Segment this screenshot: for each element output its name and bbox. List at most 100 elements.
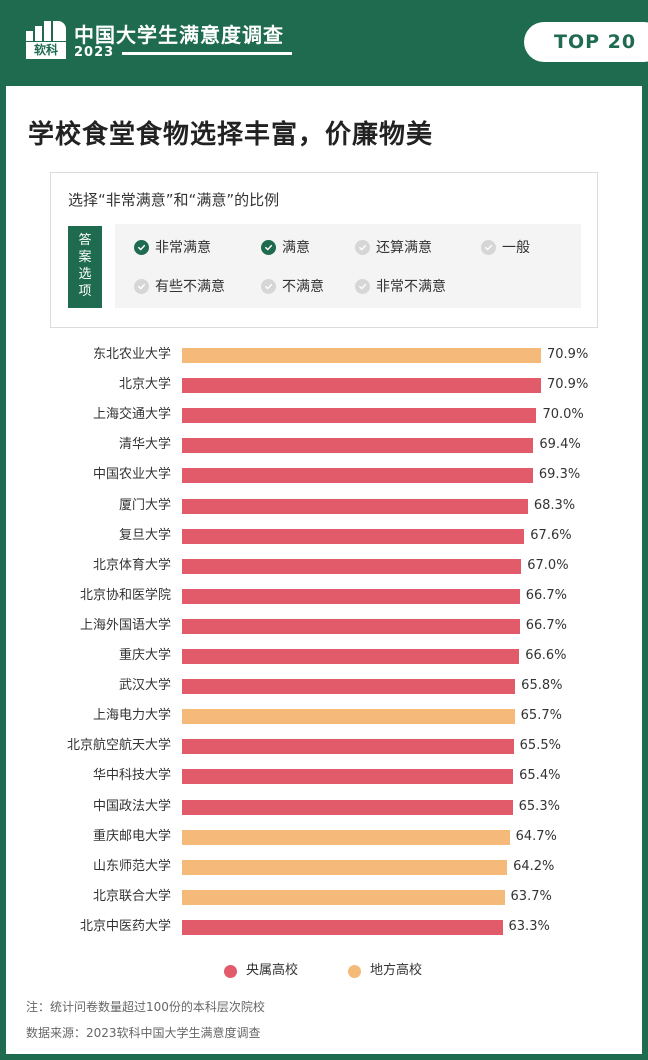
bar-central (182, 498, 528, 514)
value-label: 67.6% (530, 527, 572, 543)
bar-central (182, 618, 520, 634)
survey-year: 2023 (74, 45, 115, 60)
answer-option-label: 有些不满意 (155, 279, 225, 295)
bar-central (182, 528, 525, 544)
bar-row: 上海外国语大学 66.7% (6, 611, 642, 641)
answer-options-tag-label: 答案选项 (78, 233, 92, 299)
answer-option-1[interactable]: 满意 (261, 237, 310, 257)
bar-central (182, 679, 516, 695)
value-label: 70.9% (547, 377, 589, 393)
bar-row: 华中科技大学 65.4% (6, 761, 642, 791)
answer-option-label: 还算满意 (376, 240, 432, 256)
category-label: 重庆大学 (118, 648, 171, 663)
category-label: 北京大学 (118, 377, 171, 393)
check-circle-icon (261, 239, 276, 255)
bar-local (182, 709, 515, 725)
data-source: 数据来源：2023软科中国大学生满意度调查 (26, 1026, 261, 1040)
answer-option-label: 不满意 (282, 279, 324, 295)
bar-row: 武汉大学 65.8% (6, 671, 642, 701)
category-label: 重庆邮电大学 (92, 828, 171, 844)
bar-central (182, 799, 513, 815)
bar-row: 东北农业大学 70.9% (6, 340, 642, 370)
value-label: 64.7% (515, 828, 557, 844)
value-label: 65.8% (521, 678, 563, 694)
bar-row: 上海交通大学 70.0% (6, 400, 642, 430)
footnote: 注：统计问卷数量超过100份的本科层次院校 (26, 1000, 265, 1014)
chart-legend: 央属高校 地方高校 (6, 956, 642, 986)
category-label: 厦门大学 (118, 497, 171, 513)
bar-central (182, 588, 520, 604)
category-label: 清华大学 (118, 437, 171, 453)
bar-row: 北京体育大学 67.0% (6, 551, 642, 581)
check-circle-icon (355, 278, 370, 294)
bar-row: 北京航空航天大学 65.5% (6, 731, 642, 761)
answer-option-6[interactable]: 非常不满意 (355, 276, 446, 296)
bar-row: 北京中医药大学 63.3% (6, 912, 642, 942)
category-label: 武汉大学 (118, 678, 171, 694)
check-circle-icon (481, 239, 496, 255)
bar-central (182, 408, 537, 424)
bar-row: 重庆邮电大学 64.7% (6, 822, 642, 852)
bar-local (182, 829, 510, 845)
bar-row: 清华大学 69.4% (6, 430, 642, 460)
bar-row: 北京协和医学院 66.7% (6, 581, 642, 611)
bar-row: 中国农业大学 69.3% (6, 460, 642, 490)
legend-item-central: 央属高校 (224, 956, 298, 986)
page-title: 学校食堂食物选择丰富，价廉物美 (28, 120, 434, 150)
legend-swatch-local (348, 964, 361, 978)
bar-central (182, 438, 534, 454)
answer-filter-box: 选择“非常满意”和“满意”的比例 答案选项 非常满意 满意 还算满意 一般有些不满意 不… (50, 172, 598, 328)
filter-title: 选择“非常满意”和“满意”的比例 (68, 191, 280, 209)
value-label: 66.7% (525, 617, 568, 633)
answer-options-tag: 答案选项 (68, 226, 102, 308)
bar-central (182, 558, 522, 574)
ruanke-logo: 软科 (26, 21, 66, 59)
category-label: 复旦大学 (118, 527, 171, 543)
bar-row: 中国政法大学 65.3% (6, 792, 642, 822)
bar-chart: 东北农业大学 70.9% 北京大学 70.9% 上海交通大学 70.0% 清华大学 69.4%… (6, 340, 642, 950)
value-label: 65.7% (520, 708, 562, 724)
category-label: 北京体育大学 (92, 557, 171, 573)
check-circle-icon (261, 278, 276, 294)
answer-option-0[interactable]: 非常满意 (134, 237, 211, 257)
value-label: 65.5% (519, 738, 561, 754)
bar-central (182, 919, 503, 935)
header-banner: 软科 中国大学生满意度调查 2023 TOP 20 (0, 0, 648, 86)
bar-local (182, 889, 505, 905)
category-label: 北京航空航天大学 (66, 738, 171, 754)
check-circle-icon (134, 278, 149, 294)
legend-label-local: 地方高校 (370, 963, 423, 978)
bar-central (182, 739, 514, 755)
bar-row: 重庆大学 66.6% (6, 641, 642, 671)
answer-option-label: 一般 (502, 240, 530, 256)
value-label: 66.7% (525, 587, 568, 603)
bar-row: 北京联合大学 63.7% (6, 882, 642, 912)
category-label: 上海交通大学 (92, 407, 171, 423)
bar-row: 山东师范大学 64.2% (6, 852, 642, 882)
logo-text: 软科 (26, 42, 66, 59)
category-label: 北京联合大学 (92, 888, 171, 904)
answer-option-2[interactable]: 还算满意 (355, 237, 432, 257)
bar-row: 复旦大学 67.6% (6, 521, 642, 551)
bar-central (182, 378, 541, 394)
answer-option-4[interactable]: 有些不满意 (134, 276, 225, 296)
category-label: 东北农业大学 (92, 347, 171, 362)
answer-option-3[interactable]: 一般 (481, 237, 530, 257)
value-label: 69.4% (539, 437, 581, 453)
logo-bars-icon (26, 21, 66, 41)
legend-item-local: 地方高校 (348, 956, 422, 986)
value-label: 64.2% (513, 858, 555, 874)
survey-title: 中国大学生满意度调查 (74, 23, 284, 47)
category-label: 山东师范大学 (92, 858, 171, 874)
legend-label-central: 央属高校 (246, 963, 299, 978)
value-label: 65.3% (518, 798, 560, 814)
content-card: 学校食堂食物选择丰富，价廉物美 选择“非常满意”和“满意”的比例 答案选项 非常… (6, 86, 642, 1054)
answer-options-list: 非常满意 满意 还算满意 一般有些不满意 不满意 非常不满意 (115, 224, 581, 308)
category-label: 上海外国语大学 (79, 617, 171, 633)
check-circle-icon (355, 239, 370, 255)
bar-row: 上海电力大学 65.7% (6, 701, 642, 731)
answer-option-5[interactable]: 不满意 (261, 276, 324, 296)
bar-central (182, 769, 514, 785)
bar-row: 厦门大学 68.3% (6, 491, 642, 521)
category-label: 华中科技大学 (92, 768, 171, 784)
